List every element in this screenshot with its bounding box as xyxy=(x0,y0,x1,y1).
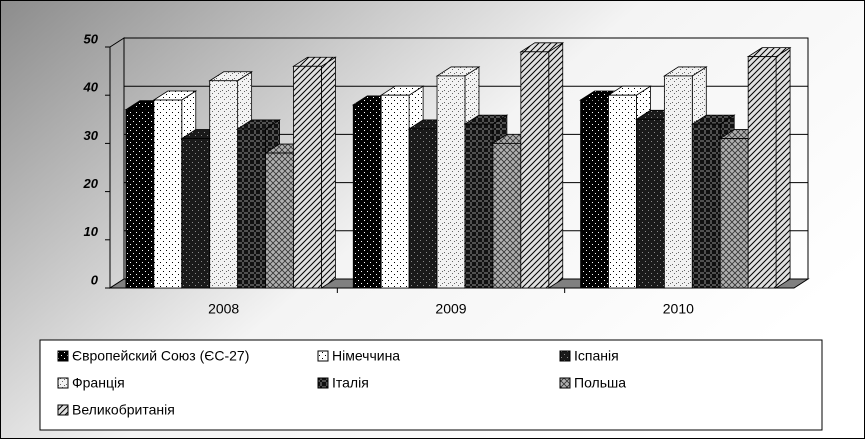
legend-swatch xyxy=(317,350,329,362)
legend-label: Великобританія xyxy=(72,402,175,418)
legend-swatch xyxy=(559,377,571,389)
x-tick-label: 2009 xyxy=(435,301,466,317)
bar xyxy=(209,80,239,289)
bar xyxy=(636,118,665,289)
bar xyxy=(663,75,693,289)
y-tick-label: 0 xyxy=(91,272,99,287)
bar xyxy=(436,75,466,289)
legend-swatch xyxy=(317,377,329,389)
y-tick-label: 40 xyxy=(83,80,99,95)
x-tick-label: 2010 xyxy=(663,301,694,317)
bar xyxy=(608,94,637,289)
bar xyxy=(352,104,382,289)
bar xyxy=(691,123,721,289)
bar xyxy=(265,152,294,289)
bar xyxy=(237,128,266,289)
bar xyxy=(408,128,438,289)
bar xyxy=(293,65,322,289)
bar xyxy=(125,109,155,289)
legend-label: Італія xyxy=(332,375,369,391)
legend-box xyxy=(39,339,823,431)
bar xyxy=(153,99,183,289)
legend-swatch xyxy=(57,377,69,389)
legend-label: Польша xyxy=(574,375,626,391)
y-tick-label: 10 xyxy=(84,224,99,239)
y-tick-label: 20 xyxy=(83,176,99,191)
y-tick-label: 30 xyxy=(84,128,99,143)
x-tick-label: 2008 xyxy=(208,301,239,317)
legend-swatch xyxy=(57,404,69,416)
legend-label: Німеччина xyxy=(332,348,400,364)
bar xyxy=(464,123,494,289)
legend-swatch xyxy=(57,350,69,362)
legend-label: Європейский Союз (ЄС-27) xyxy=(72,348,249,364)
bar xyxy=(492,142,522,289)
bar-side xyxy=(775,46,791,289)
bar xyxy=(747,56,777,289)
y-tick-label: 50 xyxy=(84,31,99,46)
bar-side xyxy=(321,56,336,289)
bar xyxy=(520,51,550,289)
bar xyxy=(580,99,609,289)
legend-label: Іспанія xyxy=(574,348,619,364)
bar xyxy=(181,138,211,289)
bar-side xyxy=(548,42,564,289)
legend-swatch xyxy=(559,350,571,362)
bar xyxy=(719,138,749,289)
bar xyxy=(380,94,410,289)
legend-label: Франція xyxy=(72,375,125,391)
